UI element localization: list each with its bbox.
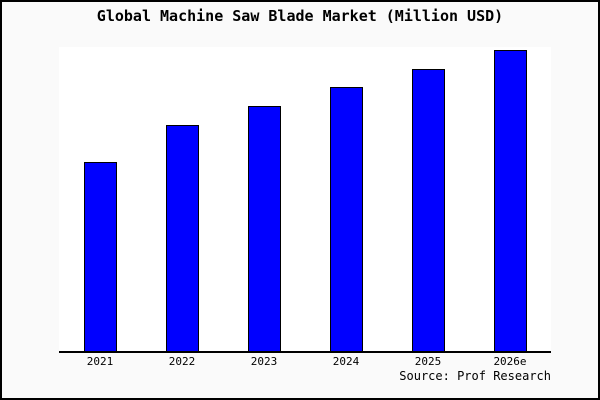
x-tick-label-2021: 2021 bbox=[86, 355, 114, 368]
chart-title: Global Machine Saw Blade Market (Million… bbox=[96, 7, 504, 25]
bar-slot bbox=[223, 47, 305, 351]
bar-slot bbox=[387, 47, 469, 351]
bars-container bbox=[59, 47, 551, 351]
x-tick-label-2022: 2022 bbox=[168, 355, 196, 368]
bar-slot bbox=[305, 47, 387, 351]
bar-2025 bbox=[411, 69, 445, 351]
bar-2026e bbox=[493, 50, 527, 351]
source-text: Source: Prof Research bbox=[399, 369, 551, 383]
bar-slot bbox=[59, 47, 141, 351]
x-axis-labels: 2021 2022 2023 2024 2025 2026e bbox=[59, 355, 551, 368]
bar-2022 bbox=[165, 125, 199, 351]
bar-2023 bbox=[247, 106, 281, 351]
plot-area bbox=[59, 47, 551, 353]
bar-slot bbox=[141, 47, 223, 351]
bar-slot bbox=[469, 47, 551, 351]
bar-2021 bbox=[83, 162, 117, 351]
x-tick-label-2023: 2023 bbox=[250, 355, 278, 368]
x-tick-label-2026e: 2026e bbox=[493, 355, 527, 368]
x-tick-label-2024: 2024 bbox=[332, 355, 360, 368]
bar-2024 bbox=[329, 87, 363, 351]
x-tick-label-2025: 2025 bbox=[414, 355, 442, 368]
